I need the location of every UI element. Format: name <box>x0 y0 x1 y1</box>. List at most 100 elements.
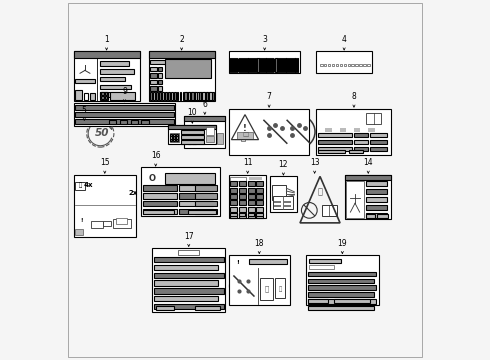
Bar <box>230 53 299 58</box>
Bar <box>234 58 235 72</box>
Text: !: ! <box>80 218 83 223</box>
Bar <box>154 288 223 294</box>
Bar <box>158 80 162 84</box>
Bar <box>309 258 342 263</box>
Bar <box>100 85 131 89</box>
Bar <box>179 185 213 191</box>
Bar <box>272 58 273 72</box>
Bar <box>354 128 360 132</box>
Bar <box>154 304 223 309</box>
Bar <box>75 112 173 117</box>
Text: 15: 15 <box>100 158 110 167</box>
Bar <box>239 201 246 205</box>
Bar <box>247 207 255 212</box>
Bar <box>229 255 290 305</box>
Bar <box>184 116 225 148</box>
Bar <box>247 212 254 216</box>
Bar <box>90 93 95 100</box>
Bar <box>142 120 148 124</box>
Bar <box>261 58 262 72</box>
Bar <box>229 51 300 73</box>
Bar <box>256 194 263 199</box>
Bar <box>348 150 363 153</box>
Bar <box>286 58 288 72</box>
Bar <box>332 64 334 66</box>
Bar <box>270 176 297 212</box>
Bar <box>272 185 286 200</box>
Bar <box>366 189 387 194</box>
Bar <box>174 93 175 100</box>
Bar <box>206 136 214 142</box>
Bar <box>340 64 342 66</box>
Bar <box>180 93 181 100</box>
Text: 2x: 2x <box>128 190 137 197</box>
Text: 🔧: 🔧 <box>278 286 282 292</box>
Text: 1: 1 <box>104 35 109 44</box>
Text: 🧴: 🧴 <box>264 285 269 292</box>
Bar <box>275 278 285 298</box>
Bar <box>173 139 175 141</box>
Text: 3: 3 <box>262 35 267 44</box>
Bar <box>308 272 376 276</box>
Bar <box>230 181 238 186</box>
Bar <box>209 93 211 100</box>
Bar <box>196 193 217 199</box>
Bar <box>254 58 255 72</box>
Text: O: O <box>148 175 156 184</box>
Bar <box>74 51 140 102</box>
Bar <box>265 58 266 72</box>
Text: 9: 9 <box>122 87 127 96</box>
Bar <box>366 213 387 217</box>
Bar <box>75 119 173 124</box>
Bar <box>74 103 175 126</box>
Bar <box>242 139 245 141</box>
Bar <box>178 250 199 255</box>
Bar <box>340 128 346 132</box>
Bar <box>176 134 178 136</box>
Bar <box>247 213 255 218</box>
Bar <box>188 93 190 100</box>
Bar <box>202 93 205 100</box>
Bar <box>165 173 215 184</box>
Bar <box>181 135 204 139</box>
Bar <box>236 58 237 72</box>
Text: ☐: ☐ <box>242 132 248 138</box>
Bar <box>318 133 352 137</box>
Bar <box>173 134 175 136</box>
Bar <box>230 58 231 72</box>
Bar <box>192 93 194 100</box>
Bar <box>176 136 178 139</box>
Text: 11: 11 <box>243 158 252 167</box>
Bar <box>158 73 162 78</box>
Bar <box>181 130 204 134</box>
Text: 16: 16 <box>151 151 161 160</box>
Bar <box>154 265 218 270</box>
Bar <box>197 93 199 100</box>
Bar <box>355 64 358 66</box>
Bar <box>179 208 213 214</box>
Bar <box>285 58 286 72</box>
Bar <box>120 120 127 124</box>
Bar <box>241 58 242 72</box>
Bar <box>288 58 289 72</box>
Bar <box>290 58 291 72</box>
Bar <box>176 139 178 141</box>
Bar <box>143 208 177 214</box>
Bar <box>189 93 190 100</box>
Bar <box>237 132 253 139</box>
Text: 50: 50 <box>95 128 109 138</box>
Bar <box>103 221 111 226</box>
Bar <box>230 177 246 181</box>
Bar <box>284 205 292 207</box>
Bar <box>366 197 387 202</box>
Bar <box>171 136 172 139</box>
Bar <box>336 64 338 66</box>
Text: 4: 4 <box>342 35 346 44</box>
Bar <box>277 58 278 72</box>
Bar <box>193 141 196 144</box>
Bar <box>366 181 387 186</box>
Bar <box>275 58 276 72</box>
Bar <box>100 92 108 100</box>
Bar <box>177 93 178 100</box>
Bar <box>206 93 208 100</box>
